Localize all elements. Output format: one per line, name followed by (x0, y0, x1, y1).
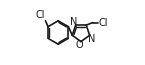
Text: O: O (75, 40, 83, 50)
Text: N: N (88, 34, 95, 44)
Text: Cl: Cl (35, 10, 45, 20)
Text: N: N (70, 17, 77, 27)
Text: Cl: Cl (99, 18, 108, 28)
